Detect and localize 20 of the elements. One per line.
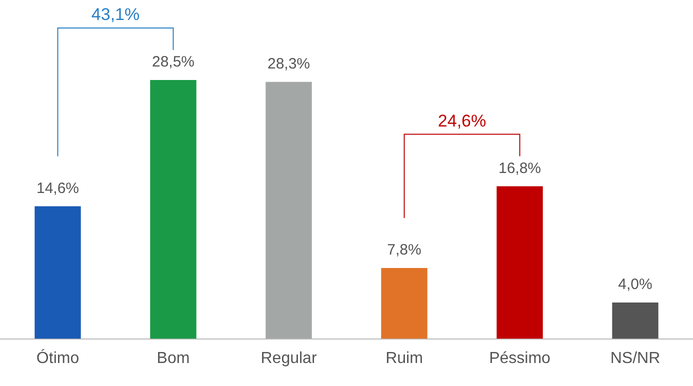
data-label: 14,6% xyxy=(36,180,80,197)
x-tick-label: NS/NR xyxy=(610,350,660,367)
x-tick-label: Ótimo xyxy=(36,348,80,367)
x-tick-label: Regular xyxy=(260,350,318,367)
data-label: 4,0% xyxy=(618,276,652,294)
x-tick-label: Ruim xyxy=(386,350,423,367)
bar xyxy=(612,302,658,339)
text: 43,1% xyxy=(91,5,140,24)
data-label: 28,5% xyxy=(152,54,195,71)
data-label: 7,8% xyxy=(387,242,422,259)
x-tick-label: Péssimo xyxy=(489,350,551,367)
bar xyxy=(266,82,312,339)
annotation: 24,6% xyxy=(438,111,486,130)
bar xyxy=(381,268,428,339)
data-label: 16,8% xyxy=(498,160,542,177)
data-label: 28,3% xyxy=(267,55,310,72)
x-tick-label: Bom xyxy=(156,350,190,367)
bar xyxy=(496,186,543,339)
bar xyxy=(34,206,81,339)
bar xyxy=(150,80,196,339)
